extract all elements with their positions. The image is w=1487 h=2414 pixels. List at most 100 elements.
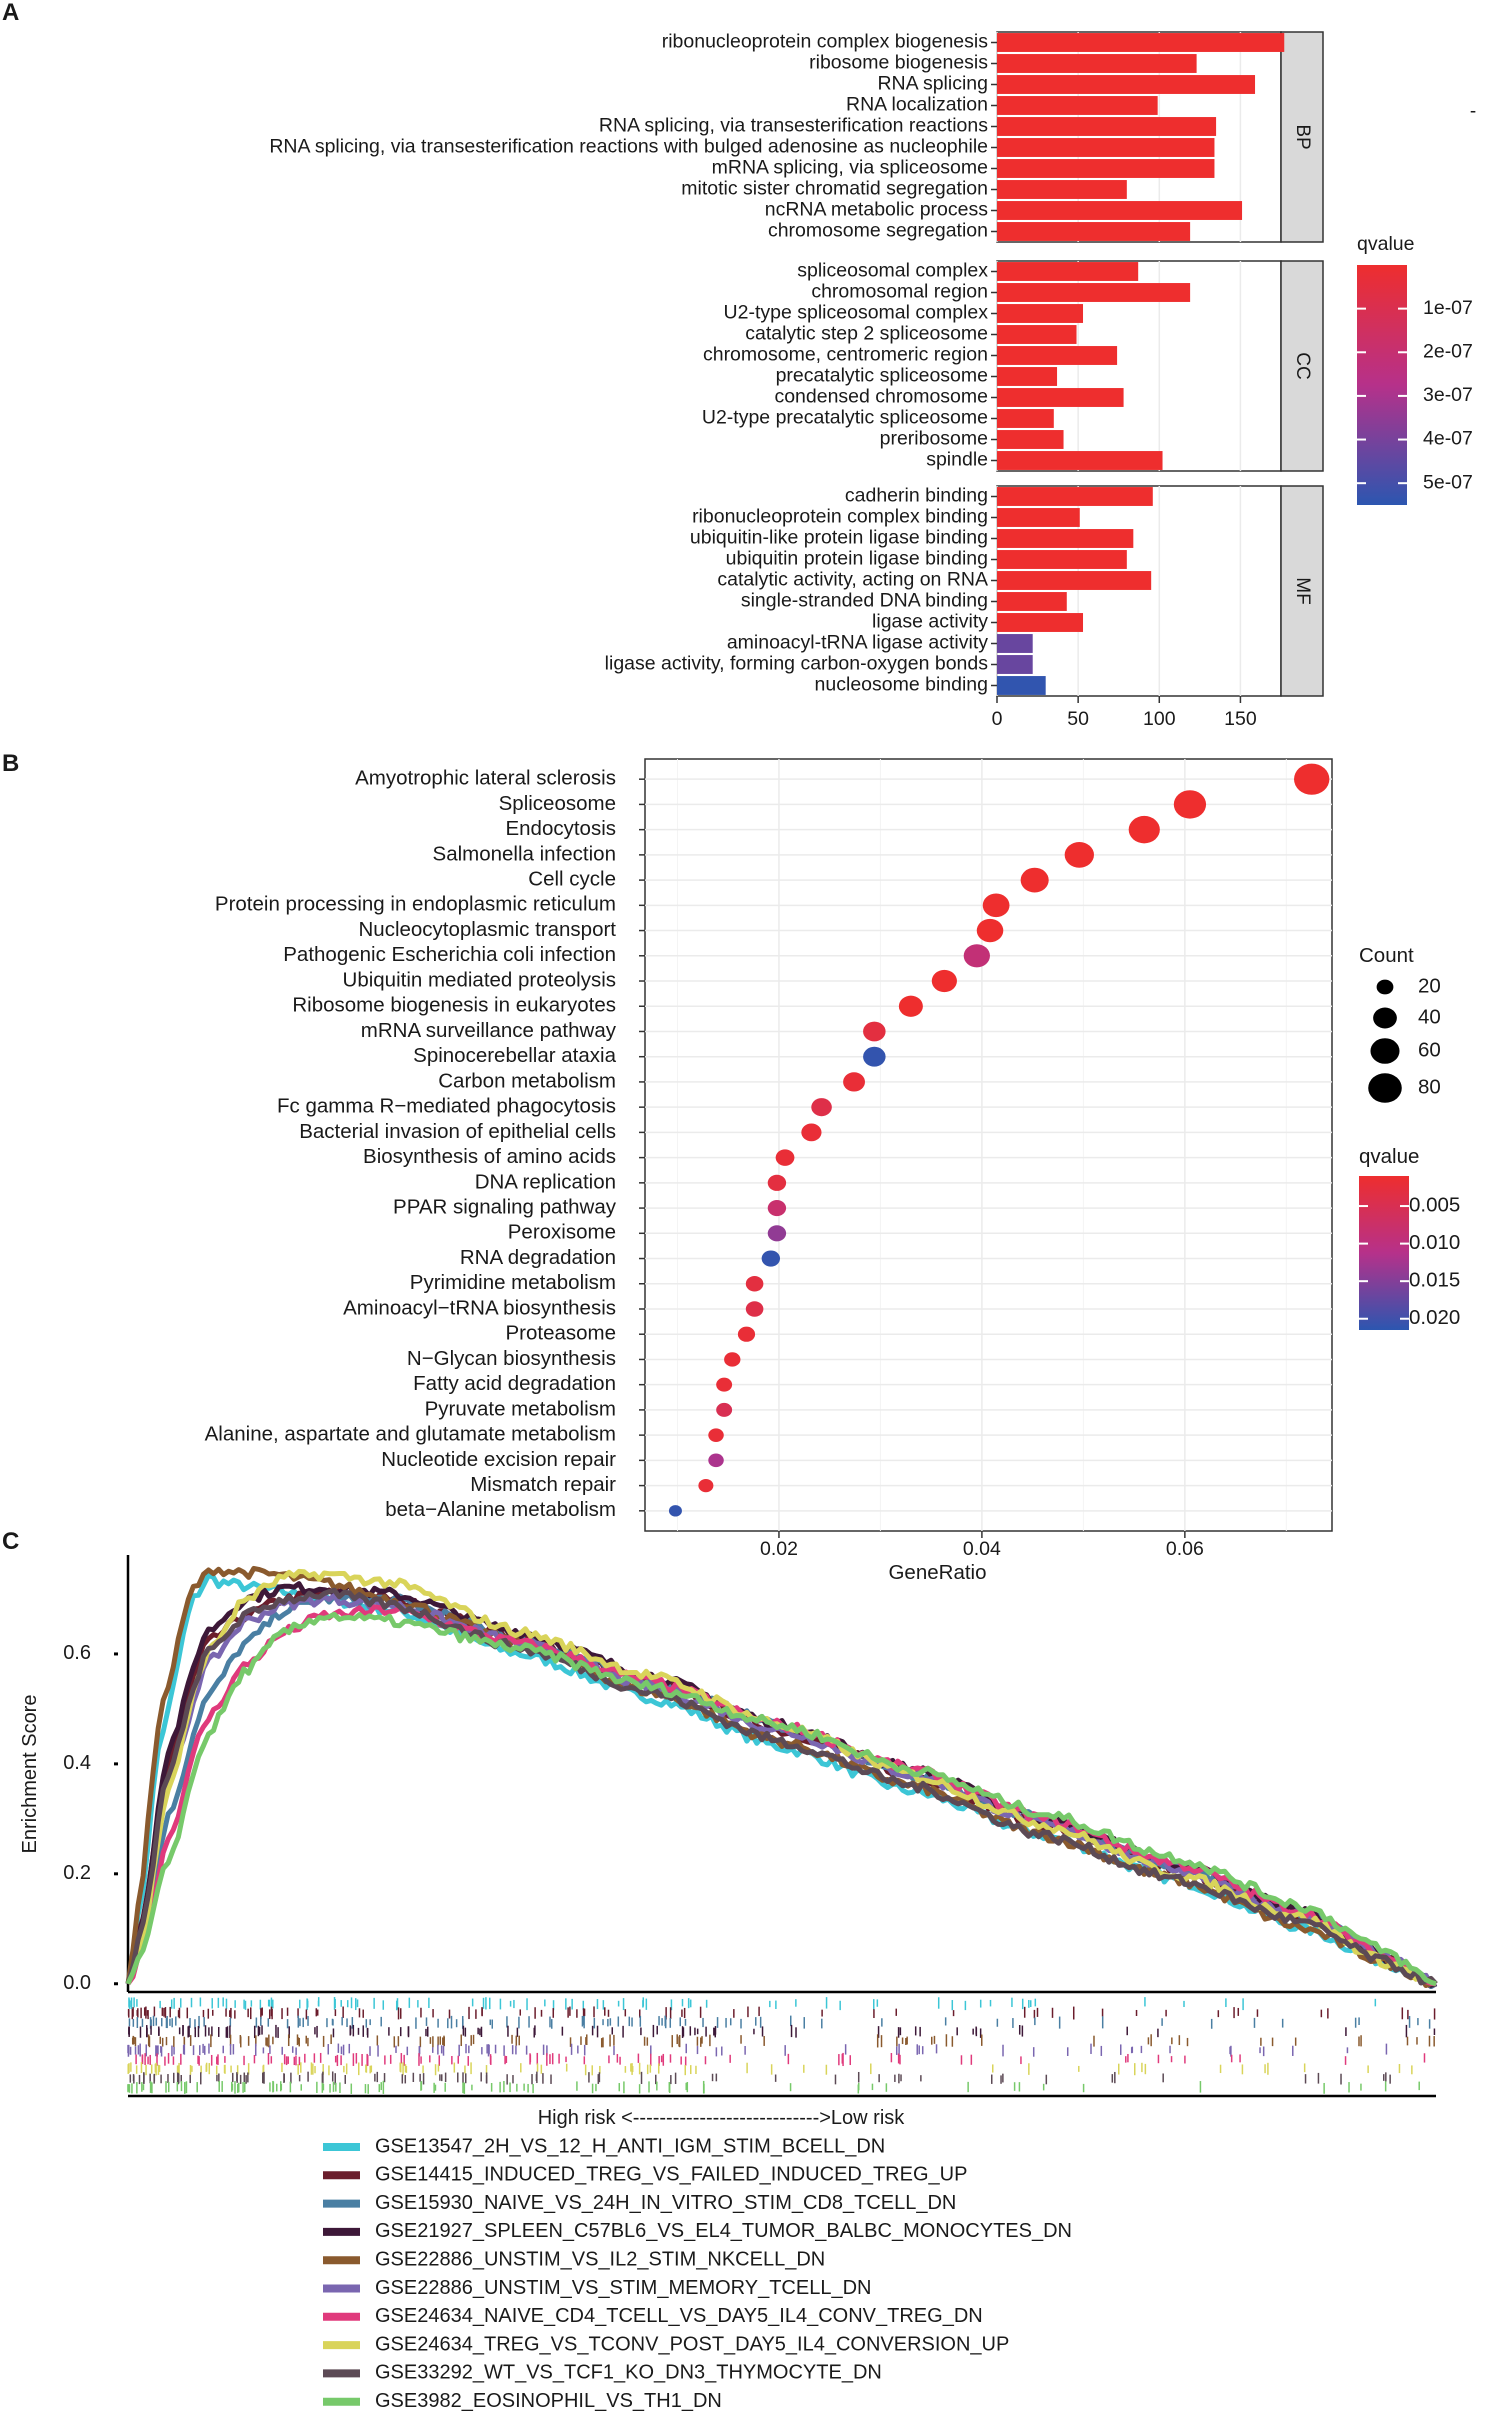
panel-letter-a: A [2, 0, 19, 26]
es-line [125, 1592, 1438, 1989]
legend-label: GSE13547_2H_VS_12_H_ANTI_IGM_STIM_BCELL_… [375, 2135, 885, 2157]
bar [997, 262, 1139, 281]
bar [997, 367, 1058, 386]
dot [982, 893, 1010, 918]
category-label: spliceosomal complex [797, 260, 988, 282]
category-label: Pyrimidine metabolism [410, 1271, 616, 1294]
category-label: Aminoacyl−tRNA biosynthesis [343, 1296, 616, 1319]
bar [997, 634, 1033, 653]
category-label: Spinocerebellar ataxia [413, 1044, 616, 1067]
dot [745, 1276, 764, 1292]
dot [1173, 790, 1207, 819]
bar [997, 75, 1256, 94]
legend-label: GSE24634_NAIVE_CD4_TCELL_VS_DAY5_IL4_CON… [375, 2305, 983, 2327]
category-label: U2-type precatalytic spliceosome [702, 407, 988, 429]
legend-label: GSE15930_NAIVE_VS_24H_IN_VITRO_STIM_CD8_… [375, 2192, 956, 2214]
dot [811, 1098, 832, 1117]
category-label: preribosome [880, 428, 988, 450]
bar [997, 508, 1080, 527]
legend-colorbar [1357, 265, 1407, 505]
bar [997, 655, 1033, 674]
legend-tick-label: 1e-07 [1423, 297, 1473, 319]
stray-mark: - [1470, 101, 1476, 122]
facet-strip-BP [1280, 31, 1324, 243]
bar [997, 138, 1215, 157]
category-label: Spliceosome [499, 792, 616, 815]
category-label: ligase activity, forming carbon-oxygen b… [605, 653, 989, 675]
legend-label: GSE22886_UNSTIM_VS_IL2_STIM_NKCELL_DN [375, 2248, 825, 2270]
y-axis-label: Enrichment Score [19, 1695, 41, 1854]
size-legend-dot [1373, 1007, 1397, 1029]
dot [767, 1199, 787, 1217]
category-label: ubiquitin-like protein ligase binding [690, 527, 988, 549]
legend-label: GSE21927_SPLEEN_C57BL6_VS_EL4_TUMOR_BALB… [375, 2220, 1072, 2242]
plot-panel [644, 758, 1333, 1532]
facet-strip-label: BP [1292, 124, 1313, 149]
es-line [125, 1568, 1437, 1987]
bar [997, 487, 1153, 506]
dot [863, 1021, 886, 1042]
category-label: DNA replication [475, 1170, 616, 1193]
size-legend-label: 60 [1418, 1038, 1441, 1061]
category-label: ribonucleoprotein complex biogenesis [662, 31, 989, 53]
bar [997, 222, 1191, 241]
dot [745, 1301, 764, 1317]
bar [997, 117, 1217, 136]
legend-tick-label: 2e-07 [1423, 340, 1473, 362]
category-label: Protein processing in endoplasmic reticu… [215, 893, 616, 916]
dot [724, 1352, 741, 1367]
bar [997, 33, 1285, 52]
size-legend-dot [1370, 1038, 1400, 1064]
y-tick-label: 0.0 [63, 1972, 91, 1994]
category-label: ncRNA metabolic process [765, 199, 989, 221]
category-label: U2-type spliceosomal complex [724, 302, 989, 324]
legend-label: GSE3982_EOSINOPHIL_VS_TH1_DN [375, 2390, 722, 2412]
legend-label: GSE22886_UNSTIM_VS_STIM_MEMORY_TCELL_DN [375, 2277, 871, 2299]
es-line [125, 1565, 1437, 1988]
category-label: ribonucleoprotein complex binding [692, 506, 988, 528]
bar [997, 388, 1124, 407]
es-line [125, 1611, 1437, 1987]
bar [997, 201, 1243, 220]
dot [898, 995, 923, 1017]
dot [1128, 815, 1160, 844]
category-label: RNA splicing, via transesterification re… [269, 136, 988, 158]
bar [997, 550, 1127, 569]
panel-letter-b: B [2, 750, 19, 777]
dot [668, 1505, 682, 1517]
rank-axis-label: High risk <---------------------------->… [538, 2107, 906, 2129]
bar [997, 529, 1134, 548]
panel-c-gsea-plot: 0.0 0.2 0.4 0.6 Enrichment Score High risk <-… [19, 1555, 1438, 2412]
category-label: Fatty acid degradation [413, 1372, 616, 1395]
category-label: chromosomal region [811, 281, 988, 303]
size-legend-label: 80 [1418, 1075, 1441, 1098]
category-label: condensed chromosome [774, 386, 988, 408]
category-label: catalytic step 2 spliceosome [745, 323, 988, 345]
bar [997, 283, 1191, 302]
panel-b-dot-plot: Amyotrophic lateral sclerosisSpliceosome… [205, 758, 1460, 1584]
bar [997, 54, 1197, 73]
y-tick-label: 0.6 [63, 1642, 91, 1664]
panel-letter-c: C [2, 1528, 19, 1555]
legend-tick-label: 4e-07 [1423, 428, 1473, 450]
category-label: Ubiquitin mediated proteolysis [343, 968, 616, 991]
category-label: mitotic sister chromatid segregation [681, 178, 988, 200]
es-line [125, 1587, 1438, 1986]
bar [997, 451, 1163, 470]
dot [931, 969, 957, 993]
dot [863, 1046, 886, 1067]
bar [997, 180, 1127, 199]
dot [708, 1453, 724, 1468]
category-label: cadherin binding [845, 485, 988, 507]
size-legend-label: 40 [1418, 1005, 1441, 1028]
category-label: nucleosome binding [815, 674, 988, 696]
x-tick-label: 0 [992, 708, 1003, 730]
category-label: Nucleocytoplasmic transport [359, 918, 617, 941]
legend-tick-label: 5e-07 [1423, 471, 1473, 493]
x-tick-label: 0.02 [760, 1538, 798, 1560]
category-label: Fc gamma R−mediated phagocytosis [277, 1095, 616, 1118]
size-legend-dot [1376, 979, 1394, 995]
category-label: ubiquitin protein ligase binding [726, 548, 988, 570]
color-legend-label: 0.010 [1409, 1231, 1460, 1254]
category-label: Amyotrophic lateral sclerosis [355, 767, 616, 790]
